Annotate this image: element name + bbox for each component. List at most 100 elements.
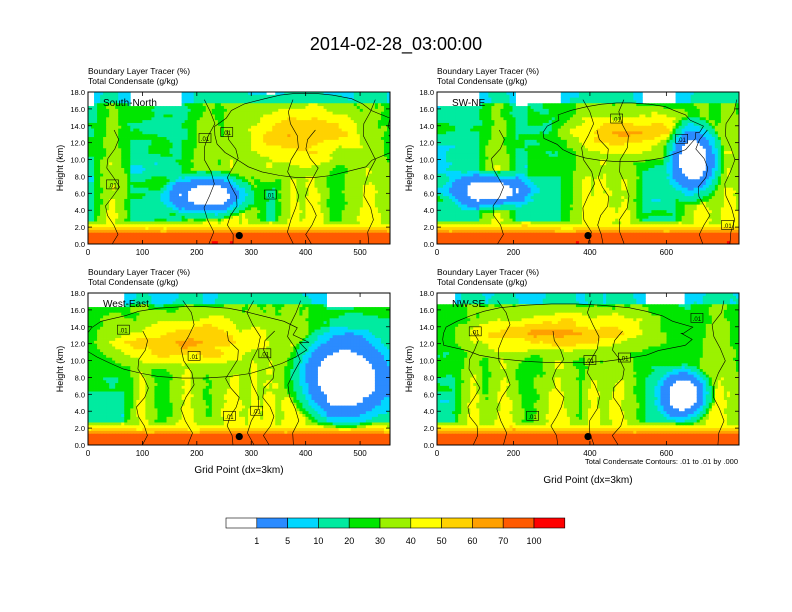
colorbar-label: 100 (526, 536, 541, 546)
condensate-contour (491, 129, 505, 244)
panel-sw-ne: 0 200 400 600 0.0 2.0 4.0 6.0 8.0 10.0 12.0 14.0 16.… (404, 66, 740, 257)
condensate-contour (136, 330, 149, 445)
y-tick-label: 10.0 (419, 156, 434, 165)
condensate-contour (542, 102, 704, 162)
condensate-contour (581, 99, 595, 244)
y-tick-label: 0.0 (75, 240, 85, 249)
panel-title-line2: Total Condensate (g/kg) (88, 76, 178, 86)
condensate-contour (262, 330, 275, 445)
y-tick-label: 10.0 (419, 357, 434, 366)
condensate-contour (304, 129, 319, 244)
tracer-field (88, 293, 390, 445)
panel-title-line2: Total Condensate (g/kg) (437, 76, 527, 86)
panel-title-line1: Boundary Layer Tracer (%) (88, 66, 190, 76)
x-tick-label: 500 (353, 248, 367, 257)
contour-label-box (117, 324, 130, 335)
colorbar: 1 5 10 20 30 40 50 60 70 100 (225, 517, 566, 546)
y-tick-label: 6.0 (424, 189, 434, 198)
x-tick-label: 400 (583, 449, 597, 458)
panel-name: West-East (103, 299, 149, 310)
y-tick-label: 12.0 (70, 139, 85, 148)
y-axis-label: Height (km) (404, 145, 414, 192)
condensate-contour (611, 330, 625, 445)
y-tick-label: 16.0 (419, 105, 434, 114)
condensate-contour (180, 300, 195, 445)
figure-title: 2014-02-28_03:00:00 (310, 34, 482, 55)
condensate-contour (287, 99, 300, 244)
location-marker (584, 231, 592, 240)
x-tick-label: 300 (245, 248, 259, 257)
colorbar-label: 30 (375, 536, 385, 546)
x-axis-label: Grid Point (dx=3km) (543, 475, 632, 486)
contour-label-box (258, 348, 272, 359)
tracer-field (88, 92, 390, 244)
colorbar-swatch (256, 517, 288, 529)
y-tick-label: 8.0 (75, 172, 85, 181)
condensate-contour (362, 99, 376, 244)
y-tick-label: 10.0 (70, 156, 85, 165)
location-marker (235, 432, 243, 441)
y-tick-label: 2.0 (424, 223, 434, 232)
plot-frame (87, 292, 391, 446)
panel-name: South-North (103, 98, 157, 109)
plot-frame (436, 292, 740, 446)
condensate-contour (214, 93, 390, 178)
contour-label: .01 (223, 131, 232, 137)
plot-frame (87, 91, 391, 245)
y-tick-label: 10.0 (70, 357, 85, 366)
colorbar-label: 60 (467, 536, 477, 546)
colorbar-swatch (502, 517, 535, 529)
panel-south-north: 0 100 200 300 400 500 0.0 2.0 4.0 6.0 8.0 10.0 12.0 1… (55, 66, 391, 257)
panel-west-east: 0 100 200 300 400 500 0.0 2.0 4.0 6.0 8.0 10.0 12.0 1… (55, 267, 391, 476)
panel-name: NW-SE (452, 299, 485, 310)
location-marker (235, 231, 243, 240)
x-tick-label: 200 (507, 248, 521, 257)
contour-label-box (690, 313, 704, 323)
colorbar-swatch (410, 517, 442, 529)
location-marker (584, 432, 592, 441)
y-tick-label: 16.0 (419, 306, 434, 315)
y-tick-label: 4.0 (424, 206, 434, 215)
colorbar-swatch (225, 517, 258, 529)
panel-name: SW-NE (452, 98, 485, 109)
colorbar-swatch (379, 517, 412, 529)
x-tick-label: 400 (299, 449, 313, 458)
y-tick-label: 18.0 (70, 88, 85, 97)
condensate-contour (587, 300, 600, 445)
colorbar-label: 50 (437, 536, 447, 546)
y-tick-label: 8.0 (75, 373, 85, 382)
condensate-contour (596, 129, 610, 244)
contour-label: .01 (266, 194, 275, 200)
colorbar-label: 40 (406, 536, 416, 546)
contour-label-box (583, 355, 597, 365)
tracer-field (437, 293, 739, 445)
y-tick-label: 14.0 (70, 323, 85, 332)
y-tick-label: 0.0 (75, 441, 85, 450)
y-tick-label: 2.0 (424, 424, 434, 433)
x-tick-label: 200 (507, 449, 521, 458)
contour-label: .01 (723, 224, 732, 230)
y-tick-label: 2.0 (75, 223, 85, 232)
condensate-contour (226, 129, 239, 244)
y-tick-label: 8.0 (424, 172, 434, 181)
x-tick-label: 0 (86, 449, 91, 458)
contour-label: .01 (528, 415, 537, 421)
condensate-contour (618, 99, 630, 244)
x-tick-label: 100 (136, 248, 150, 257)
colorbar-swatch (318, 517, 350, 529)
panel-nw-se: 0 200 400 600 0.0 2.0 4.0 6.0 8.0 10.0 12.0 14.0 16.… (404, 267, 740, 486)
contour-label-box (106, 179, 119, 190)
y-tick-label: 18.0 (419, 88, 434, 97)
contour-label: .01 (108, 183, 117, 189)
x-tick-label: 0 (435, 449, 440, 458)
condensate-contour (442, 303, 694, 363)
y-axis-label: Height (km) (55, 145, 65, 192)
condensate-contour (88, 306, 310, 379)
y-tick-label: 16.0 (70, 105, 85, 114)
condensate-contour (496, 300, 511, 445)
y-tick-label: 6.0 (75, 390, 85, 399)
y-tick-label: 18.0 (419, 289, 434, 298)
x-tick-label: 0 (435, 248, 440, 257)
contour-label-box (610, 113, 623, 124)
contour-label: .01 (677, 138, 686, 144)
